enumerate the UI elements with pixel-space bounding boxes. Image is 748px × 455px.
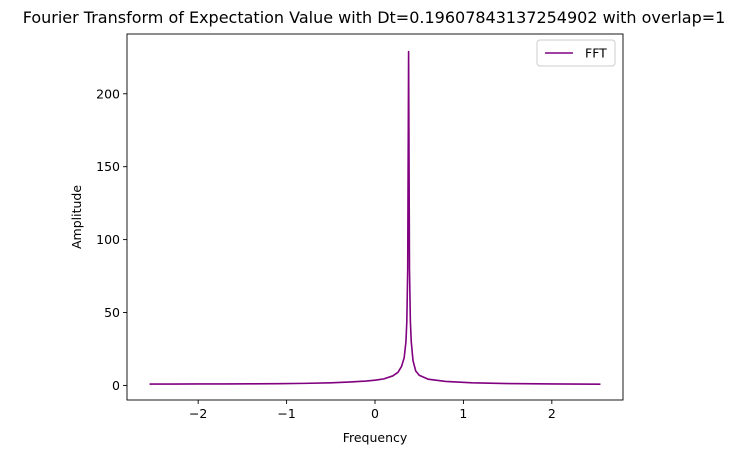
y-tick-label: 100 [96,232,120,247]
plot-frame [126,33,624,401]
x-axis-ticks: −2 −1 0 1 2 [189,400,556,421]
chart-title: Fourier Transform of Expectation Value w… [23,8,726,27]
y-tick-label: 0 [112,378,120,393]
legend-box [536,39,616,67]
x-tick-label: 2 [548,406,556,421]
plot-area [126,33,624,401]
x-tick-label: 0 [371,406,379,421]
y-axis-label: Amplitude [69,185,84,249]
legend: FFT [536,39,616,67]
y-tick-label: 50 [104,305,120,320]
x-axis-label: Frequency [343,430,408,445]
x-tick-label: −1 [277,406,295,421]
x-tick-label: 1 [459,406,467,421]
legend-label-fft: FFT [585,46,607,61]
y-tick-label: 150 [96,159,120,174]
x-tick-label: −2 [189,406,207,421]
fft-series-line [149,50,601,385]
y-tick-label: 200 [96,86,120,101]
y-axis-ticks: 0 50 100 150 200 [96,86,127,393]
